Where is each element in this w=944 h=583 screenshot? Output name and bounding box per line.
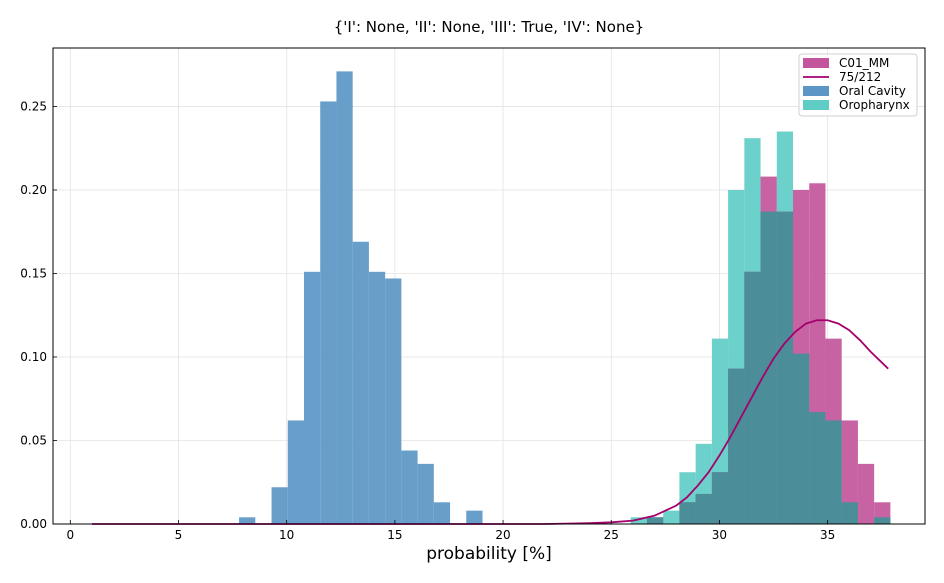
legend-patch-swatch: [803, 86, 829, 96]
histogram-bar: [841, 420, 858, 524]
x-tick-label: 35: [820, 528, 835, 542]
y-tick-label: 0.20: [20, 183, 47, 197]
overlap-bar: [793, 353, 810, 524]
overlap-bar: [711, 472, 729, 524]
histogram-bar: [433, 502, 451, 524]
x-tick-label: 25: [604, 528, 619, 542]
legend-label: Oral Cavity: [839, 84, 906, 98]
histogram-bar: [417, 463, 434, 524]
ticks-layer: 0 5 10 15 20 25 30 35 0.00 0.05 0.10 0.15 0.20 0.25: [20, 99, 835, 542]
y-tick-label: 0.05: [20, 433, 47, 447]
x-tick-label: 10: [279, 528, 294, 542]
histogram-bar: [401, 450, 418, 524]
histogram-bar: [368, 271, 386, 524]
histogram-bar: [287, 420, 304, 524]
histogram-bar: [303, 271, 321, 524]
legend-patch-swatch: [803, 100, 829, 110]
overlap-bar: [646, 517, 664, 524]
histogram-oral-cavity: [239, 71, 483, 525]
plot-frame: [52, 47, 926, 525]
histogram-bar: [385, 278, 402, 524]
overlap-bar: [809, 412, 826, 524]
overlap-bar: [874, 517, 891, 524]
histogram-bar: [857, 463, 875, 524]
histogram-bar: [336, 71, 353, 525]
overlap-bar: [841, 502, 858, 524]
overlap-bar: [679, 502, 696, 524]
histogram-bar: [239, 517, 256, 524]
line-layer: [91, 319, 889, 525]
y-tick-label: 0.25: [20, 99, 47, 113]
histogram-bar: [663, 510, 680, 524]
histogram-bar: [271, 487, 288, 524]
overlap-bar: [728, 368, 745, 524]
bars-layer: [239, 71, 891, 525]
x-axis-label: probability [%]: [426, 544, 552, 564]
x-tick-label: 0: [66, 528, 74, 542]
y-tick-label: 0.10: [20, 350, 47, 364]
legend-patch-swatch: [803, 58, 829, 68]
overlap-bar: [825, 420, 842, 524]
legend-label: 75/212: [839, 70, 881, 84]
legend-label: Oropharynx: [839, 98, 910, 112]
chart-title: {'I': None, 'II': None, 'III': True, 'IV…: [334, 18, 644, 36]
histogram-bar: [352, 241, 369, 524]
overlap-bar: [695, 493, 712, 524]
histogram-bar: [630, 517, 647, 524]
overlap-bar: [776, 211, 794, 525]
y-tick-label: 0.15: [20, 266, 47, 280]
axes-layer: [52, 47, 926, 525]
line-series-75-212: [91, 319, 889, 525]
x-tick-label: 20: [495, 528, 510, 542]
histogram-bar: [466, 510, 483, 524]
y-tick-label: 0.00: [20, 517, 47, 531]
x-tick-label: 5: [175, 528, 183, 542]
x-tick-label: 30: [712, 528, 727, 542]
x-tick-label: 15: [387, 528, 402, 542]
histogram-bar: [320, 101, 337, 524]
legend-label: C01_MM: [839, 56, 889, 70]
